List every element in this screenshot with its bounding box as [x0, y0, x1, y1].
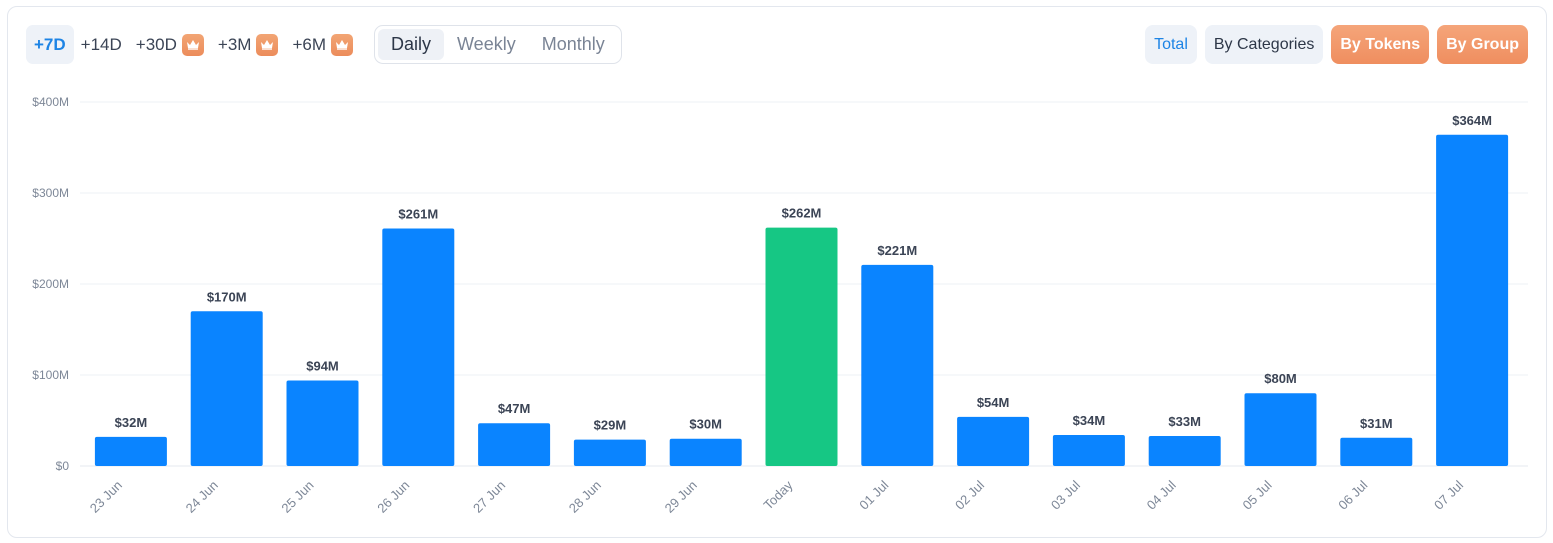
bar-value-label: $30M	[689, 417, 722, 432]
range-6m-option[interactable]: +6M	[285, 25, 360, 64]
grouping-toggle: Total By Categories By Tokens By Group	[1145, 25, 1528, 64]
bar-value-label: $261M	[398, 206, 438, 221]
y-tick-label: $300M	[32, 186, 69, 200]
y-tick-label: $0	[56, 459, 70, 473]
x-tick-label: 04 Jul	[1144, 477, 1179, 512]
bar	[382, 228, 455, 466]
range-7d-option[interactable]: +7D	[26, 25, 74, 64]
x-tick-label: 29 Jun	[662, 478, 700, 516]
group-by-group-button[interactable]: By Group	[1437, 25, 1528, 64]
x-tick-label: 05 Jul	[1239, 477, 1274, 512]
x-tick-label: 07 Jul	[1431, 477, 1466, 512]
x-tick-label: 01 Jul	[856, 477, 891, 512]
bar-value-label: $34M	[1073, 413, 1106, 428]
bar	[573, 439, 646, 466]
x-tick-label: 27 Jun	[470, 478, 508, 516]
x-tick-label-today: Today	[760, 477, 795, 512]
x-tick-label: 25 Jun	[278, 478, 316, 516]
range-option-label: +30D	[135, 34, 177, 54]
x-tick-label: 03 Jul	[1048, 477, 1083, 512]
bar-value-label: $262M	[782, 206, 822, 221]
period-daily-button[interactable]: Daily	[378, 29, 445, 60]
bar	[190, 311, 263, 466]
y-tick-label: $200M	[32, 277, 69, 291]
x-tick-label: 28 Jun	[566, 478, 604, 516]
group-by-categories-button[interactable]: By Categories	[1204, 25, 1324, 64]
bar	[1340, 437, 1413, 466]
bar-value-label: $364M	[1452, 113, 1492, 128]
y-tick-label: $100M	[32, 368, 69, 382]
period-weekly-button[interactable]: Weekly	[457, 34, 516, 54]
bar-value-label: $80M	[1264, 371, 1297, 386]
range-option-label: +6M	[292, 34, 327, 54]
bar-value-label: $47M	[498, 401, 531, 416]
bar	[957, 416, 1030, 466]
bar	[1436, 134, 1509, 466]
crown-icon	[181, 33, 204, 56]
group-total-button[interactable]: Total	[1145, 25, 1197, 64]
bar-value-label: $54M	[977, 395, 1010, 410]
bar-today	[765, 227, 838, 466]
bar-value-label: $29M	[594, 418, 627, 433]
crown-icon	[256, 33, 279, 56]
range-option-label: +7D	[34, 34, 66, 54]
bar-value-label: $33M	[1168, 414, 1201, 429]
bar-value-label: $170M	[207, 289, 247, 304]
bar	[1244, 393, 1317, 466]
bar	[1052, 435, 1125, 466]
group-by-tokens-button[interactable]: By Tokens	[1331, 25, 1430, 64]
range-option-label: +14D	[80, 34, 122, 54]
range-option-label: +3M	[217, 34, 252, 54]
bar	[861, 264, 934, 466]
bar-value-label: $32M	[115, 415, 148, 430]
bar-value-label: $31M	[1360, 416, 1393, 431]
x-tick-label: 23 Jun	[87, 478, 125, 516]
crown-icon	[331, 33, 354, 56]
bar-value-label: $221M	[877, 243, 917, 258]
bar	[1148, 435, 1221, 466]
x-tick-label: 26 Jun	[374, 478, 412, 516]
bar	[669, 438, 742, 466]
bar	[286, 380, 359, 466]
y-tick-label: $400M	[32, 95, 69, 109]
bar	[94, 436, 167, 466]
bar	[478, 423, 551, 466]
x-tick-label: 24 Jun	[183, 478, 221, 516]
range-14d-option[interactable]: +14D	[74, 25, 129, 64]
bar-value-label: $94M	[306, 358, 339, 373]
x-tick-label: 02 Jul	[952, 477, 987, 512]
range-3m-option[interactable]: +3M	[211, 25, 286, 64]
period-toggle: Daily Weekly Monthly	[374, 25, 622, 64]
time-range-selector: +7D +14D +30D +3M +6M	[26, 25, 360, 64]
x-tick-label: 06 Jul	[1335, 477, 1370, 512]
range-30d-option[interactable]: +30D	[129, 25, 211, 64]
period-monthly-button[interactable]: Monthly	[541, 34, 605, 54]
